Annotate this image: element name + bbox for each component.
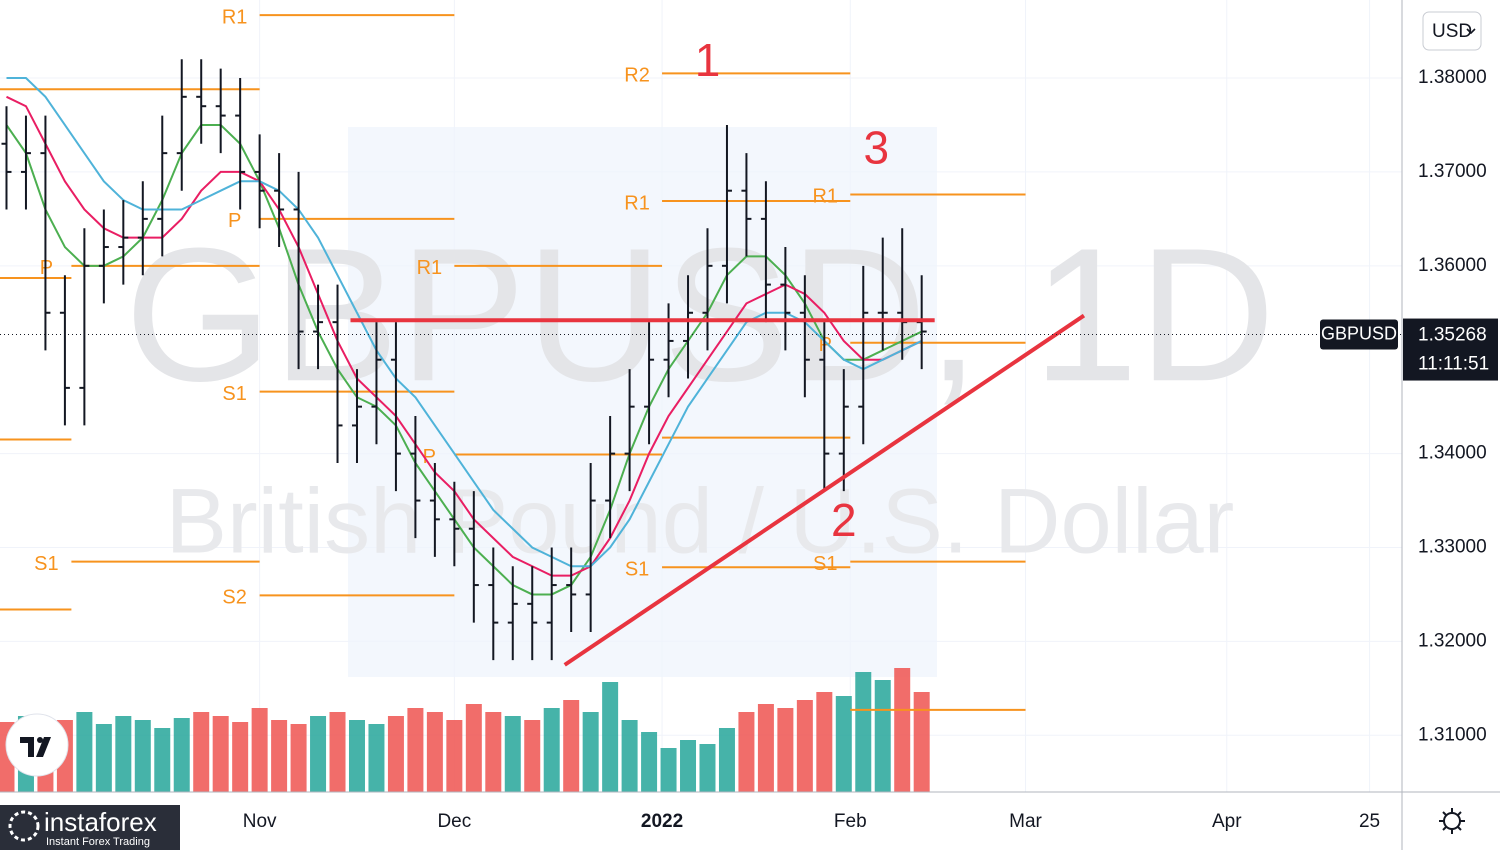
x-tick-label: Mar (1009, 811, 1042, 832)
moving-average (6, 95, 923, 577)
pivot-label: P (423, 446, 436, 468)
price-label-box (1403, 318, 1498, 381)
volume-bar (835, 696, 852, 792)
symbol-label-box (1320, 319, 1398, 350)
volume-bar (76, 712, 93, 792)
volume-bar (348, 720, 365, 792)
volume-bar (621, 720, 638, 792)
volume-bar (407, 708, 424, 792)
y-tick-label: 1.38000 (1418, 67, 1487, 88)
volume-bar (563, 700, 580, 792)
volume-bar (816, 692, 833, 792)
volume-bar (602, 682, 619, 792)
currency-button[interactable]: USD (1422, 11, 1482, 51)
symbol-label: GBPUSD (1321, 323, 1397, 343)
settings-icon[interactable] (1439, 808, 1465, 834)
pivot-label: S2 (222, 587, 246, 609)
volume-bar (582, 712, 599, 792)
branding-icon (8, 810, 40, 842)
y-tick-label: 1.31000 (1418, 724, 1487, 745)
moving-average (6, 77, 923, 568)
volume-bar (796, 700, 813, 792)
volume-bar (134, 720, 151, 792)
volume-bar (524, 720, 541, 792)
pivot-label: R1 (812, 186, 838, 208)
volume-bar (543, 708, 560, 792)
branding-tagline: Instant Forex Trading (46, 836, 150, 848)
volume-bar (368, 724, 385, 792)
x-tick-label: Feb (834, 811, 867, 832)
volume-bar (232, 722, 249, 792)
volume-bar (874, 680, 891, 792)
x-tick-label: Dec (437, 811, 471, 832)
trend-line (563, 313, 1086, 667)
pivot-label: S1 (813, 553, 837, 575)
branding-name: instaforex (44, 807, 157, 837)
y-tick-label: 1.34000 (1418, 443, 1487, 464)
volume-bar (193, 712, 210, 792)
countdown-label: 11:11:51 (1418, 354, 1489, 375)
pivot-label: R2 (624, 65, 650, 87)
volume-bar (446, 720, 463, 792)
volume-bar (504, 716, 521, 792)
pivot-label: S1 (34, 553, 58, 575)
pivot-label: R1 (417, 257, 443, 279)
annotation: 3 (863, 121, 889, 173)
tv-logo-mark (20, 737, 51, 757)
x-tick-label: 25 (1359, 811, 1380, 832)
volume-bar (271, 720, 288, 792)
y-tick-label: 1.32000 (1418, 630, 1487, 651)
tv-logo-circle (5, 713, 69, 777)
volume-bar (115, 716, 132, 792)
volume-bar (465, 704, 482, 792)
tv-logo-dot (37, 737, 43, 743)
volume-bar (641, 732, 658, 792)
volume-bar (154, 728, 171, 792)
pivot-label: S1 (625, 558, 649, 580)
volume-bar (290, 724, 307, 792)
tv-logo (5, 713, 69, 777)
volume-bar (680, 740, 697, 792)
watermark-description: British Pound / U.S. Dollar (166, 470, 1235, 572)
currency-label[interactable]: USD (1432, 21, 1472, 42)
volume-bar (329, 712, 346, 792)
volume-bar (426, 712, 443, 792)
annotation: 2 (831, 494, 857, 546)
pivot-label: R1 (222, 6, 248, 28)
pivot-label: S1 (222, 383, 246, 405)
moving-average (5, 123, 923, 596)
volume-bar (699, 744, 716, 792)
volume-bar (777, 708, 794, 792)
volume-bar (894, 668, 911, 792)
x-tick-label: 2022 (641, 811, 683, 832)
pivot-label: R1 (624, 192, 650, 214)
pivot-label: P (228, 210, 241, 232)
y-tick-label: 1.33000 (1418, 537, 1487, 558)
currency-chevron[interactable] (1466, 28, 1476, 35)
volume-bar (738, 712, 755, 792)
y-tick-label: 1.36000 (1418, 255, 1487, 276)
volume-bar (913, 692, 930, 792)
price-label: 1.35268 (1418, 325, 1487, 346)
y-tick-label: 1.37000 (1418, 161, 1487, 182)
branding: instaforex Instant Forex Trading (0, 805, 180, 850)
volume-bar (310, 716, 327, 792)
gear-teeth[interactable] (1439, 808, 1465, 834)
volume-bar (485, 712, 502, 792)
volume-bar (855, 672, 872, 792)
currency-button-box[interactable] (1422, 11, 1482, 51)
volume-bar (251, 708, 268, 792)
x-tick-label: Nov (243, 811, 277, 832)
x-tick-label: Apr (1212, 811, 1242, 832)
volume-bar (173, 718, 190, 792)
volume-bar (95, 724, 112, 792)
volume-bar (757, 704, 774, 792)
volume-bar (212, 716, 229, 792)
annotation: 1 (695, 34, 721, 86)
volume-bar (387, 716, 404, 792)
volume-bar (718, 728, 735, 792)
volume-bar (660, 748, 677, 792)
